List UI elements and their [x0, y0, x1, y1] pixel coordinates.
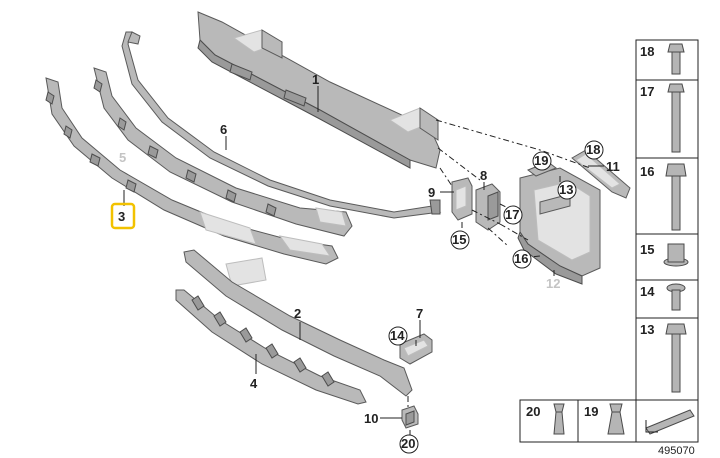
part-3-bracket-strip — [45, 77, 339, 265]
part-9-clip-bracket — [451, 177, 473, 221]
part-labels: 1 2 3 4 5 6 7 8 9 10 11 12 — [110, 72, 620, 426]
leader-lines — [123, 86, 604, 419]
part-5-bracket-strip — [93, 67, 353, 237]
part-10-clip — [401, 405, 419, 429]
label-9: 9 — [428, 185, 435, 200]
part-2-lower-trim-strip — [183, 249, 413, 397]
svg-text:20: 20 — [401, 436, 415, 451]
label-2: 2 — [294, 306, 301, 321]
fastener-13: 13 — [640, 322, 687, 393]
callout-circles: 19 18 13 17 15 16 14 20 — [388, 140, 604, 454]
label-11: 11 — [606, 159, 620, 174]
label-5: 5 — [119, 150, 126, 165]
fastener-16: 16 — [640, 163, 687, 231]
reference-arrow-icon — [645, 409, 695, 435]
fastener-sidebar: 18 17 16 15 14 13 — [635, 39, 699, 401]
label-12: 12 — [546, 276, 560, 291]
svg-text:20: 20 — [526, 404, 540, 419]
svg-text:13: 13 — [640, 322, 654, 337]
callout-19: 19 — [532, 151, 552, 171]
callout-13: 13 — [557, 180, 577, 200]
highlight-box — [110, 202, 136, 230]
reference-number: 495070 — [658, 445, 695, 457]
svg-text:15: 15 — [640, 242, 654, 257]
svg-text:17: 17 — [640, 84, 654, 99]
svg-text:14: 14 — [390, 328, 405, 343]
fastener-17: 17 — [640, 83, 685, 153]
callout-17: 17 — [503, 205, 523, 225]
callout-18: 18 — [584, 140, 604, 160]
svg-text:13: 13 — [559, 182, 573, 197]
part-7-bracket — [399, 333, 433, 365]
part-12-crash-box — [517, 161, 601, 285]
svg-text:14: 14 — [640, 284, 655, 299]
svg-text:19: 19 — [584, 404, 598, 419]
svg-text:16: 16 — [640, 164, 654, 179]
svg-text:16: 16 — [514, 251, 528, 266]
svg-text:18: 18 — [640, 44, 654, 59]
part-11-bracket-arm — [571, 149, 631, 199]
part-1-carrier-beam — [197, 11, 441, 169]
fastener-15: 15 — [640, 242, 689, 267]
svg-text:18: 18 — [586, 142, 600, 157]
callout-16: 16 — [512, 249, 532, 269]
svg-text:19: 19 — [534, 153, 548, 168]
fastener-14: 14 — [640, 283, 686, 311]
callout-14: 14 — [388, 326, 408, 346]
callout-20: 20 — [399, 434, 419, 454]
callout-15: 15 — [450, 230, 470, 250]
label-3: 3 — [118, 209, 125, 224]
label-6: 6 — [220, 122, 227, 137]
part-4-lower-bracket-strip — [175, 289, 367, 405]
label-8: 8 — [480, 168, 487, 183]
label-1: 1 — [312, 72, 319, 87]
part-6-cable-strip — [121, 31, 442, 219]
svg-text:17: 17 — [505, 207, 519, 222]
label-10: 10 — [364, 411, 378, 426]
fastener-19: 19 — [584, 403, 625, 435]
svg-text:15: 15 — [452, 232, 466, 247]
label-7: 7 — [416, 306, 423, 321]
label-4: 4 — [250, 376, 258, 391]
part-8-mount-bracket — [475, 183, 501, 231]
bottom-fastener-boxes: 20 19 495070 — [519, 399, 699, 457]
fastener-20: 20 — [526, 403, 565, 435]
fastener-18: 18 — [640, 43, 685, 75]
